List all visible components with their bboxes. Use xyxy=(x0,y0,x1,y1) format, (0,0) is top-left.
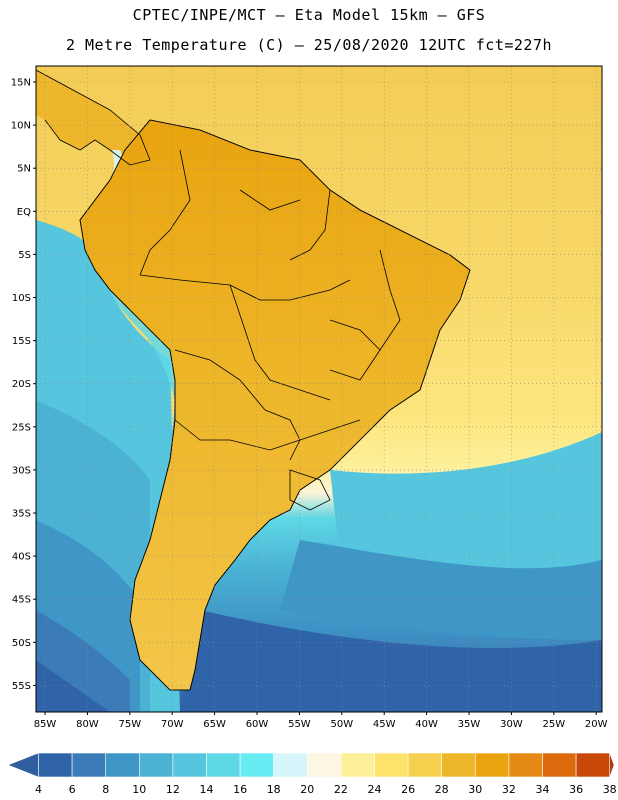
latitude-label: 5N xyxy=(17,164,31,175)
latitude-label: 15S xyxy=(12,336,31,347)
colorbar-label: 4 xyxy=(35,783,42,796)
ocean-cool-band xyxy=(330,432,602,574)
colorbar-label: 12 xyxy=(165,783,180,796)
longitude-label: 85W xyxy=(34,719,57,730)
colorbar-swatch xyxy=(239,752,275,778)
longitude-label: 40W xyxy=(415,719,438,730)
longitude-label: 20W xyxy=(585,719,608,730)
colorbar-label: 16 xyxy=(233,783,248,796)
latitude-label: 5S xyxy=(18,250,31,261)
latitude-label: 50S xyxy=(12,638,31,649)
map-title: CPTEC/INPE/MCT – Eta Model 15km – GFS xyxy=(132,6,486,24)
map-field xyxy=(36,66,602,712)
colorbar-label: 8 xyxy=(102,783,110,796)
longitude-label: 75W xyxy=(118,719,141,730)
colorbar-swatch xyxy=(441,752,476,778)
colorbar-low-arrow xyxy=(7,752,39,778)
longitude-label: 55W xyxy=(288,719,311,730)
map-frame xyxy=(35,65,603,713)
colorbar-high-arrow xyxy=(609,752,615,778)
latitude-labels: 15N 10N 5N EQ 5S 10S 15S 20S 25S 30S 35S 40S 45S 50S 5… xyxy=(11,78,31,692)
colorbar-swatch xyxy=(139,752,174,778)
colorbar-swatch xyxy=(273,752,308,778)
longitude-label: 70W xyxy=(161,719,184,730)
colorbar-swatch xyxy=(71,752,106,778)
longitude-label: 25W xyxy=(542,719,565,730)
latitude-label: 55S xyxy=(12,681,31,692)
colorbar-label: 28 xyxy=(434,783,449,796)
country-borders xyxy=(36,69,471,691)
colorbar-label: 6 xyxy=(68,783,76,796)
colorbar-swatch xyxy=(340,752,375,778)
colorbar-label: 36 xyxy=(569,783,584,796)
colorbar-swatch xyxy=(407,752,443,778)
colorbar-swatch xyxy=(306,752,342,778)
longitude-label: 50W xyxy=(330,719,353,730)
longitude-label: 35W xyxy=(458,719,481,730)
colorbar-label: 32 xyxy=(501,783,516,796)
latitude-label: 40S xyxy=(12,552,31,563)
colorbar-swatch xyxy=(172,752,207,778)
colorbar-label: 18 xyxy=(266,783,281,796)
latitude-label: 15N xyxy=(11,78,31,89)
longitude-label: 45W xyxy=(373,719,396,730)
latitude-label: 10N xyxy=(11,121,31,132)
colorbar-swatch xyxy=(474,752,510,778)
ocean-cold-band xyxy=(280,540,602,640)
latitude-label: 20S xyxy=(12,379,31,390)
latitude-label: 35S xyxy=(12,509,31,520)
colorbar-swatch xyxy=(38,752,73,778)
ocean-coldest-band xyxy=(180,610,602,712)
longitude-label: 30W xyxy=(500,719,523,730)
colorbar xyxy=(7,752,615,778)
colorbar-swatch xyxy=(206,752,241,778)
central-america-land xyxy=(36,70,150,165)
colorbar-swatch xyxy=(542,752,577,778)
colorbar-swatch xyxy=(508,752,543,778)
latitude-label: 45S xyxy=(12,595,31,606)
latitude-label: 10S xyxy=(12,293,31,304)
colorbar-label: 20 xyxy=(300,783,315,796)
map-subtitle: 2 Metre Temperature (C) – 25/08/2020 12U… xyxy=(65,36,553,54)
longitude-labels: 85W 80W 75W 70W 65W 60W 55W 50W 45W 40W 35W 30W 25W 2… xyxy=(34,719,608,730)
latitude-label: 30S xyxy=(12,465,31,476)
longitude-label: 65W xyxy=(203,719,226,730)
longitude-label: 80W xyxy=(76,719,99,730)
longitude-label: 60W xyxy=(246,719,269,730)
colorbar-label: 26 xyxy=(401,783,416,796)
colorbar-swatch xyxy=(575,752,610,778)
colorbar-label: 30 xyxy=(468,783,483,796)
colorbar-swatch xyxy=(105,752,140,778)
latitude-label: 25S xyxy=(12,422,31,433)
colorbar-label: 22 xyxy=(333,783,348,796)
latitude-label: EQ xyxy=(17,207,31,218)
colorbar-label: 24 xyxy=(367,783,382,796)
colorbar-label: 10 xyxy=(132,783,147,796)
colorbar-label: 38 xyxy=(602,783,617,796)
colorbar-swatch xyxy=(374,752,409,778)
colorbar-label: 34 xyxy=(535,783,550,796)
colorbar-label: 14 xyxy=(199,783,214,796)
